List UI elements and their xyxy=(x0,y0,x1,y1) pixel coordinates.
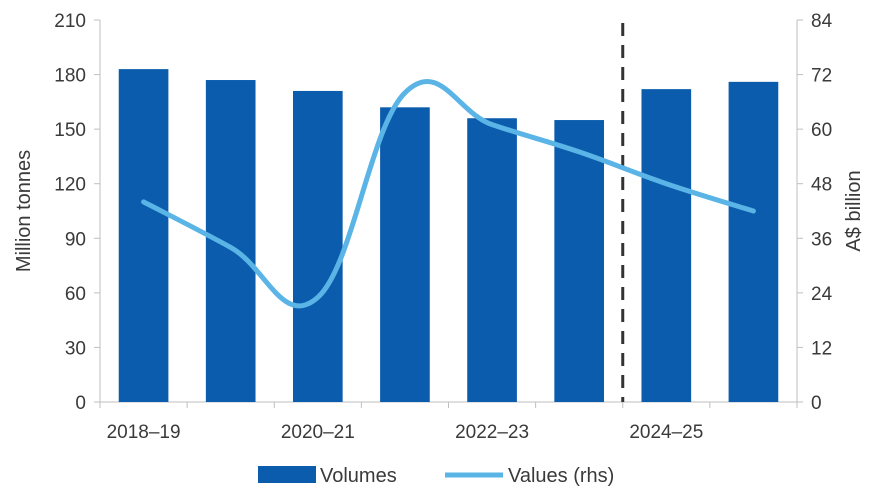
left-tick-label: 120 xyxy=(54,175,86,196)
volume-bar xyxy=(205,80,256,403)
right-tick-label: 36 xyxy=(811,229,832,250)
right-tick-label: 24 xyxy=(811,284,833,305)
left-axis-ticks: 0 30 60 90 120 150 180 210 xyxy=(54,11,100,414)
x-tick-label: 2024–25 xyxy=(629,422,703,443)
values-line xyxy=(141,79,756,309)
right-tick-label: 72 xyxy=(811,66,832,87)
right-tick-label: 12 xyxy=(811,338,832,359)
left-tick-label: 90 xyxy=(65,229,86,250)
right-tick-label: 48 xyxy=(811,175,832,196)
plot-axes xyxy=(99,20,798,403)
volume-bar xyxy=(467,118,517,402)
right-tick-label: 60 xyxy=(811,120,832,141)
right-tick-label: 0 xyxy=(811,393,822,414)
y-axis-title: Million tonnes xyxy=(13,150,35,272)
x-tick-label: 2022–23 xyxy=(455,422,529,443)
legend: Volumes Values (rhs) xyxy=(258,465,614,487)
volume-bar xyxy=(554,120,605,403)
volume-bar xyxy=(641,89,692,402)
y2-axis-title: A$ billion xyxy=(843,170,865,251)
x-tick-label: 2020–21 xyxy=(281,422,355,443)
legend-volumes-label: Volumes xyxy=(320,465,397,487)
x-axis-ticks: 2018–19 2020–21 2022–23 2024–25 xyxy=(99,402,798,443)
right-tick-label: 84 xyxy=(811,11,833,32)
legend-values-label: Values (rhs) xyxy=(508,465,614,487)
volume-bars xyxy=(118,69,779,403)
x-tick-label: 2018–19 xyxy=(107,422,181,443)
left-tick-label: 30 xyxy=(65,338,86,359)
left-tick-label: 0 xyxy=(75,393,86,414)
left-tick-label: 210 xyxy=(54,11,86,32)
left-tick-label: 60 xyxy=(65,284,86,305)
left-tick-label: 150 xyxy=(54,120,86,141)
right-axis-ticks: 0 12 24 36 48 60 72 84 xyxy=(797,11,833,414)
legend-volumes-swatch xyxy=(258,466,316,483)
volume-bar xyxy=(380,107,430,403)
left-tick-label: 180 xyxy=(54,66,86,87)
volume-bar xyxy=(118,69,169,402)
volume-bar xyxy=(728,81,779,402)
volume-bar xyxy=(292,90,343,402)
